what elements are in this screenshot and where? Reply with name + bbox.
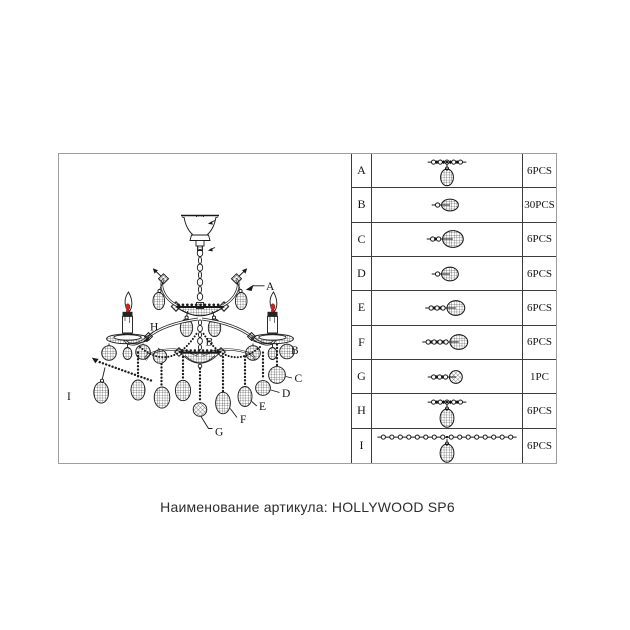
table-row: E 6PCS (352, 291, 556, 326)
upper-arms (152, 268, 248, 311)
part-label-b-center: B (206, 337, 214, 349)
part-label-e: E (259, 401, 266, 413)
part-label-a: A (266, 281, 275, 293)
bulb-icon (125, 303, 131, 312)
part-letter: F (352, 325, 372, 359)
chandelier-diagram: A H B B C D E F G I (67, 214, 303, 439)
part-letter: A (352, 154, 372, 188)
part-letter: C (352, 222, 372, 256)
bead-strands (96, 343, 279, 403)
part-letter: E (352, 291, 372, 325)
parts-table: A 6PCS B 30PCS C 6PCS D 6PCS E 6PCS F 6PCS G 1PC H 6PCS… (351, 154, 556, 463)
part-quantity: 30PCS (524, 198, 555, 211)
part-letter: H (352, 394, 372, 428)
article-caption: Наименование артикула: HOLLYWOOD SP6 (160, 499, 455, 515)
center-b-drops (179, 310, 222, 338)
callout-leaders (144, 284, 293, 429)
table-row: C 6PCS (352, 222, 556, 257)
bead-garland-with-pendant-icon (372, 394, 523, 428)
drawing-frame: A H B B C D E F G I A 6PCS B 30PCS C 6PCS D 6PC… (58, 153, 557, 464)
ceiling-canopy (181, 214, 219, 252)
upper-crystal-basket (170, 301, 230, 351)
lower-crystal-basket (173, 346, 227, 369)
bulb-icon (270, 303, 276, 312)
part-letter: D (352, 256, 372, 291)
part-letter: B (352, 188, 372, 222)
table-row: G 1PC (352, 359, 556, 395)
part-quantity: 6PCS (526, 301, 553, 314)
part-label-c: C (295, 373, 303, 385)
table-row: I 6PCS (352, 428, 556, 463)
part-quantity: 6PCS (526, 404, 553, 417)
table-row: D 6PCS (352, 256, 556, 292)
bead-garland-with-pendant-icon (372, 154, 523, 188)
crystal-drops (93, 343, 295, 417)
part-label-b-right: B (291, 345, 299, 357)
beads-with-ball-icon (372, 291, 523, 325)
part-label-g: G (215, 427, 223, 439)
table-row: A 6PCS (352, 154, 556, 189)
suspension-chain (196, 248, 204, 309)
part-quantity: 6PCS (526, 164, 553, 177)
candle-right (251, 291, 294, 345)
table-row: H 6PCS (352, 394, 556, 429)
candle-left (106, 291, 149, 345)
part-letter: G (352, 359, 372, 394)
bead-with-ball-icon (372, 256, 523, 291)
table-row: B 30PCS (352, 188, 556, 223)
beads-with-ball-icon (372, 325, 523, 359)
part-quantity: 6PCS (526, 233, 553, 246)
part-quantity: 1PC (530, 370, 549, 383)
part-quantity: 6PCS (526, 439, 553, 452)
part-label-f: F (240, 414, 246, 426)
part-label-h: H (150, 322, 158, 334)
part-label-d: D (282, 388, 290, 400)
beads-with-large-ball-icon (372, 222, 523, 256)
bead-with-oval-drop-icon (372, 188, 523, 222)
part-quantity: 6PCS (526, 267, 553, 280)
part-letter: I (352, 428, 372, 463)
beads-with-faceted-ball-icon (372, 359, 523, 394)
part-label-i: I (67, 391, 71, 403)
table-row: F 6PCS (352, 325, 556, 360)
part-labels: A H B B C D E F G I (67, 281, 303, 439)
part-quantity: 6PCS (526, 336, 553, 349)
long-bead-garland-with-pendant-icon (372, 428, 523, 463)
